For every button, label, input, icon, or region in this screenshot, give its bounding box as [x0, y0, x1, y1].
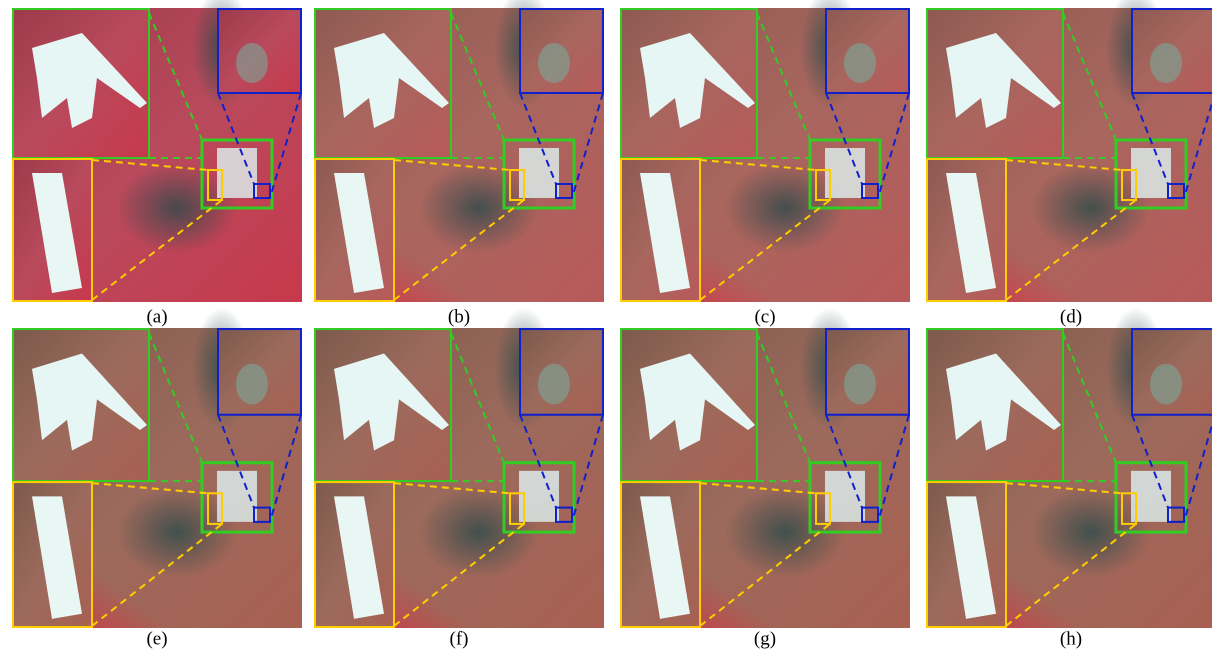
- panel-label: (e): [146, 628, 167, 649]
- field-zoom: [844, 364, 876, 405]
- image-panel: [314, 0, 604, 302]
- field-zoom: [236, 43, 268, 83]
- field-zoom: [844, 43, 876, 83]
- panel-label: (a): [146, 306, 167, 327]
- field-zoom: [538, 43, 570, 83]
- image-panel: [620, 308, 910, 628]
- panel-label: (d): [1060, 306, 1082, 327]
- image-panel: [12, 308, 302, 628]
- image-panel: [12, 0, 302, 302]
- panel-label: (h): [1060, 628, 1082, 649]
- field-zoom: [538, 364, 570, 405]
- field-zoom: [236, 364, 268, 405]
- panel-label: (g): [754, 628, 776, 649]
- image-panel: [314, 308, 604, 628]
- panel-label: (b): [448, 306, 470, 327]
- panel-label: (c): [754, 306, 775, 327]
- image-panel: [926, 0, 1212, 302]
- image-panel: [926, 308, 1212, 628]
- figure: (a) (b) (c) (d) (e) (f) (g) (h): [0, 0, 1212, 652]
- field-zoom: [1150, 43, 1182, 83]
- panel-label: (f): [450, 628, 469, 649]
- image-panel: [620, 0, 910, 302]
- field-zoom: [1150, 364, 1182, 405]
